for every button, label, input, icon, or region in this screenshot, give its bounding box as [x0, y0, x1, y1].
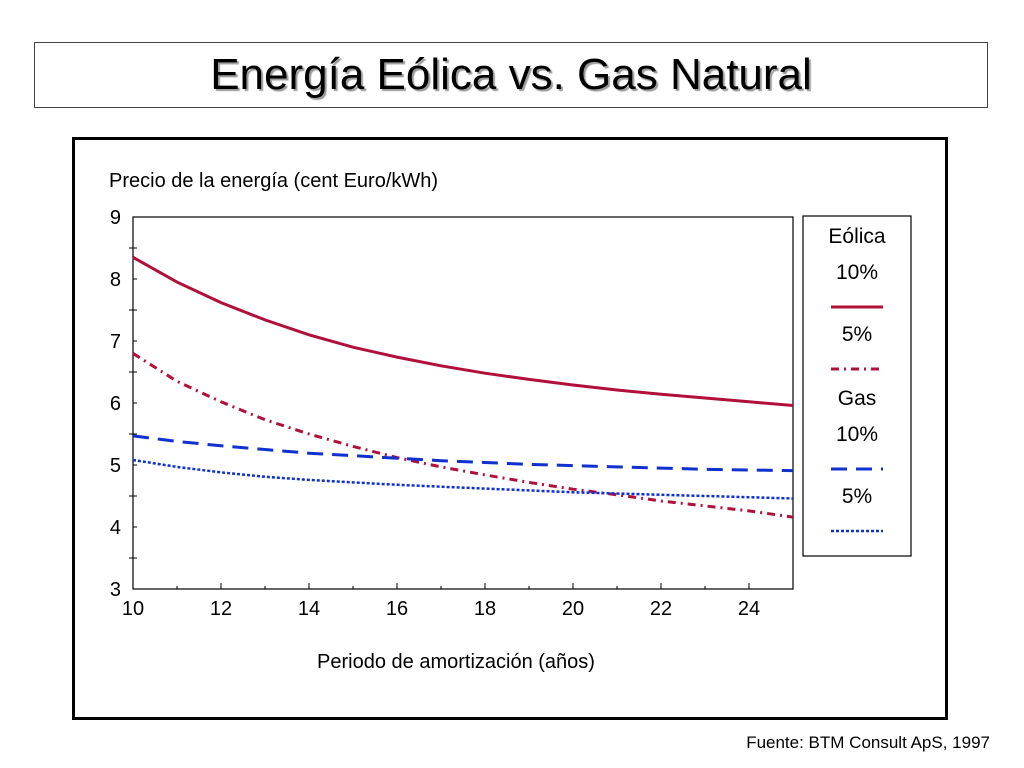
y-tick-label: 5 [110, 455, 121, 477]
series-line-gas_10 [132, 434, 794, 473]
slide-title: Energía Eólica vs. Gas Natural [210, 50, 812, 99]
chart-frame: Precio de la energía (cent Euro/kWh) Per… [72, 137, 948, 720]
y-tick-label: 3 [110, 579, 121, 601]
legend-item-label: 10% [836, 261, 878, 284]
legend-item-label: 10% [836, 423, 878, 446]
x-tick-label: 16 [386, 598, 408, 620]
y-axis-label: Precio de la energía (cent Euro/kWh) [109, 170, 438, 192]
legend: Eólica 10% 5% Gas 10% 5% [828, 225, 886, 533]
x-tick-label: 12 [210, 598, 232, 620]
legend-item-label: 5% [842, 323, 872, 346]
x-tick-label: 18 [474, 598, 496, 620]
series-layer [132, 255, 794, 519]
series-line-eolica_10 [132, 255, 794, 407]
legend-box [802, 215, 912, 557]
x-tick-label: 20 [562, 598, 584, 620]
axis-ticks: 3 4 5 6 7 8 9 10 12 14 16 18 20 22 24 [110, 207, 794, 620]
x-tick-label: 22 [650, 598, 672, 620]
legend-group-title: Eólica [828, 225, 886, 248]
y-tick-label: 9 [110, 207, 121, 229]
legend-item-label: 5% [842, 485, 872, 508]
x-tick-label: 24 [738, 598, 760, 620]
series-line-gas_5 [132, 458, 794, 500]
y-tick-label: 7 [110, 331, 121, 353]
series-line-eolica_5 [132, 352, 794, 519]
y-tick-label: 4 [110, 517, 121, 539]
line-chart: Precio de la energía (cent Euro/kWh) Per… [109, 170, 912, 673]
y-tick-label: 6 [110, 393, 121, 415]
title-box: Energía Eólica vs. Gas Natural [34, 42, 988, 108]
x-tick-label: 14 [298, 598, 320, 620]
source-note: Fuente: BTM Consult ApS, 1997 [746, 733, 990, 752]
x-axis-label: Periodo de amortización (años) [317, 651, 595, 673]
plot-area [132, 216, 794, 590]
y-tick-label: 8 [110, 269, 121, 291]
legend-group-title: Gas [838, 387, 877, 410]
x-tick-label: 10 [122, 598, 144, 620]
